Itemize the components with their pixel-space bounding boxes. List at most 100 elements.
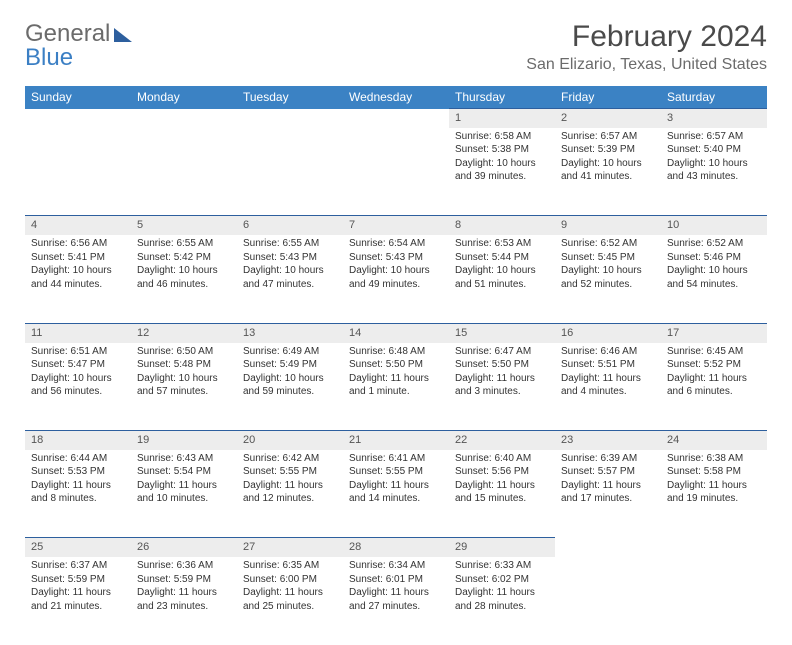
sunrise-text: Sunrise: 6:40 AM bbox=[455, 452, 549, 466]
day-number-cell: 21 bbox=[343, 431, 449, 450]
day-info-cell: Sunrise: 6:50 AMSunset: 5:48 PMDaylight:… bbox=[131, 343, 237, 431]
sunset-text: Sunset: 5:46 PM bbox=[667, 251, 761, 265]
info-row: Sunrise: 6:37 AMSunset: 5:59 PMDaylight:… bbox=[25, 557, 767, 645]
sunrise-text: Sunrise: 6:55 AM bbox=[137, 237, 231, 251]
day-header: Monday bbox=[131, 86, 237, 109]
day-number-cell: 18 bbox=[25, 431, 131, 450]
sunrise-text: Sunrise: 6:44 AM bbox=[31, 452, 125, 466]
day-number-cell: 8 bbox=[449, 216, 555, 235]
day-info-cell: Sunrise: 6:43 AMSunset: 5:54 PMDaylight:… bbox=[131, 450, 237, 538]
sunrise-text: Sunrise: 6:41 AM bbox=[349, 452, 443, 466]
day-info-cell: Sunrise: 6:54 AMSunset: 5:43 PMDaylight:… bbox=[343, 235, 449, 323]
sunset-text: Sunset: 5:56 PM bbox=[455, 465, 549, 479]
sunrise-text: Sunrise: 6:34 AM bbox=[349, 559, 443, 573]
day-info-cell bbox=[555, 557, 661, 645]
daylight-text: Daylight: 11 hours and 4 minutes. bbox=[561, 372, 655, 399]
day-number-cell: 28 bbox=[343, 538, 449, 557]
sunset-text: Sunset: 6:00 PM bbox=[243, 573, 337, 587]
sunrise-text: Sunrise: 6:51 AM bbox=[31, 345, 125, 359]
sunrise-text: Sunrise: 6:58 AM bbox=[455, 130, 549, 144]
sunrise-text: Sunrise: 6:57 AM bbox=[667, 130, 761, 144]
daylight-text: Daylight: 11 hours and 15 minutes. bbox=[455, 479, 549, 506]
day-number-cell bbox=[661, 538, 767, 557]
sunrise-text: Sunrise: 6:57 AM bbox=[561, 130, 655, 144]
day-info-cell: Sunrise: 6:41 AMSunset: 5:55 PMDaylight:… bbox=[343, 450, 449, 538]
daylight-text: Daylight: 11 hours and 17 minutes. bbox=[561, 479, 655, 506]
daylight-text: Daylight: 10 hours and 49 minutes. bbox=[349, 264, 443, 291]
sunrise-text: Sunrise: 6:55 AM bbox=[243, 237, 337, 251]
day-number-cell: 19 bbox=[131, 431, 237, 450]
sunrise-text: Sunrise: 6:38 AM bbox=[667, 452, 761, 466]
day-info-cell: Sunrise: 6:51 AMSunset: 5:47 PMDaylight:… bbox=[25, 343, 131, 431]
day-info-cell: Sunrise: 6:42 AMSunset: 5:55 PMDaylight:… bbox=[237, 450, 343, 538]
day-info-cell: Sunrise: 6:55 AMSunset: 5:43 PMDaylight:… bbox=[237, 235, 343, 323]
sunset-text: Sunset: 5:44 PM bbox=[455, 251, 549, 265]
logo-line2: Blue bbox=[25, 44, 73, 72]
daylight-text: Daylight: 11 hours and 28 minutes. bbox=[455, 586, 549, 613]
daylight-text: Daylight: 11 hours and 23 minutes. bbox=[137, 586, 231, 613]
day-info-cell: Sunrise: 6:44 AMSunset: 5:53 PMDaylight:… bbox=[25, 450, 131, 538]
day-number-cell bbox=[555, 538, 661, 557]
sunset-text: Sunset: 5:50 PM bbox=[455, 358, 549, 372]
day-info-cell bbox=[343, 128, 449, 216]
sunset-text: Sunset: 5:55 PM bbox=[349, 465, 443, 479]
day-info-cell: Sunrise: 6:47 AMSunset: 5:50 PMDaylight:… bbox=[449, 343, 555, 431]
sunset-text: Sunset: 5:53 PM bbox=[31, 465, 125, 479]
day-number-cell: 1 bbox=[449, 109, 555, 128]
info-row: Sunrise: 6:51 AMSunset: 5:47 PMDaylight:… bbox=[25, 343, 767, 431]
daylight-text: Daylight: 11 hours and 21 minutes. bbox=[31, 586, 125, 613]
daylight-text: Daylight: 11 hours and 10 minutes. bbox=[137, 479, 231, 506]
day-header: Tuesday bbox=[237, 86, 343, 109]
sunset-text: Sunset: 5:59 PM bbox=[31, 573, 125, 587]
day-number-cell: 20 bbox=[237, 431, 343, 450]
page-header: General February 2024 San Elizario, Texa… bbox=[25, 20, 767, 74]
day-number-cell: 9 bbox=[555, 216, 661, 235]
day-number-cell bbox=[343, 109, 449, 128]
sunrise-text: Sunrise: 6:36 AM bbox=[137, 559, 231, 573]
sunrise-text: Sunrise: 6:45 AM bbox=[667, 345, 761, 359]
day-info-cell: Sunrise: 6:58 AMSunset: 5:38 PMDaylight:… bbox=[449, 128, 555, 216]
daylight-text: Daylight: 11 hours and 6 minutes. bbox=[667, 372, 761, 399]
day-info-cell bbox=[237, 128, 343, 216]
sunset-text: Sunset: 5:52 PM bbox=[667, 358, 761, 372]
daylight-text: Daylight: 10 hours and 47 minutes. bbox=[243, 264, 337, 291]
day-info-cell: Sunrise: 6:53 AMSunset: 5:44 PMDaylight:… bbox=[449, 235, 555, 323]
sunrise-text: Sunrise: 6:54 AM bbox=[349, 237, 443, 251]
day-info-cell: Sunrise: 6:46 AMSunset: 5:51 PMDaylight:… bbox=[555, 343, 661, 431]
sunrise-text: Sunrise: 6:46 AM bbox=[561, 345, 655, 359]
day-number-cell: 23 bbox=[555, 431, 661, 450]
day-info-cell: Sunrise: 6:52 AMSunset: 5:45 PMDaylight:… bbox=[555, 235, 661, 323]
daylight-text: Daylight: 10 hours and 51 minutes. bbox=[455, 264, 549, 291]
daylight-text: Daylight: 10 hours and 44 minutes. bbox=[31, 264, 125, 291]
day-info-cell: Sunrise: 6:57 AMSunset: 5:39 PMDaylight:… bbox=[555, 128, 661, 216]
sunset-text: Sunset: 5:43 PM bbox=[243, 251, 337, 265]
daylight-text: Daylight: 11 hours and 12 minutes. bbox=[243, 479, 337, 506]
location-text: San Elizario, Texas, United States bbox=[526, 56, 767, 74]
info-row: Sunrise: 6:58 AMSunset: 5:38 PMDaylight:… bbox=[25, 128, 767, 216]
sunrise-text: Sunrise: 6:52 AM bbox=[561, 237, 655, 251]
sunset-text: Sunset: 5:55 PM bbox=[243, 465, 337, 479]
title-block: February 2024 San Elizario, Texas, Unite… bbox=[526, 20, 767, 74]
sunset-text: Sunset: 5:50 PM bbox=[349, 358, 443, 372]
day-header: Thursday bbox=[449, 86, 555, 109]
sunset-text: Sunset: 5:40 PM bbox=[667, 143, 761, 157]
daylight-text: Daylight: 10 hours and 57 minutes. bbox=[137, 372, 231, 399]
day-number-cell: 12 bbox=[131, 323, 237, 342]
daynum-row: 123 bbox=[25, 109, 767, 128]
daylight-text: Daylight: 11 hours and 8 minutes. bbox=[31, 479, 125, 506]
info-row: Sunrise: 6:56 AMSunset: 5:41 PMDaylight:… bbox=[25, 235, 767, 323]
daylight-text: Daylight: 10 hours and 46 minutes. bbox=[137, 264, 231, 291]
logo-triangle-icon bbox=[114, 28, 132, 42]
sunset-text: Sunset: 6:02 PM bbox=[455, 573, 549, 587]
day-header: Saturday bbox=[661, 86, 767, 109]
logo-text-2: Blue bbox=[25, 44, 73, 71]
day-info-cell: Sunrise: 6:33 AMSunset: 6:02 PMDaylight:… bbox=[449, 557, 555, 645]
sunrise-text: Sunrise: 6:49 AM bbox=[243, 345, 337, 359]
day-number-cell: 5 bbox=[131, 216, 237, 235]
sunset-text: Sunset: 5:41 PM bbox=[31, 251, 125, 265]
day-info-cell: Sunrise: 6:34 AMSunset: 6:01 PMDaylight:… bbox=[343, 557, 449, 645]
daylight-text: Daylight: 11 hours and 25 minutes. bbox=[243, 586, 337, 613]
day-header: Sunday bbox=[25, 86, 131, 109]
sunset-text: Sunset: 5:38 PM bbox=[455, 143, 549, 157]
day-info-cell: Sunrise: 6:36 AMSunset: 5:59 PMDaylight:… bbox=[131, 557, 237, 645]
